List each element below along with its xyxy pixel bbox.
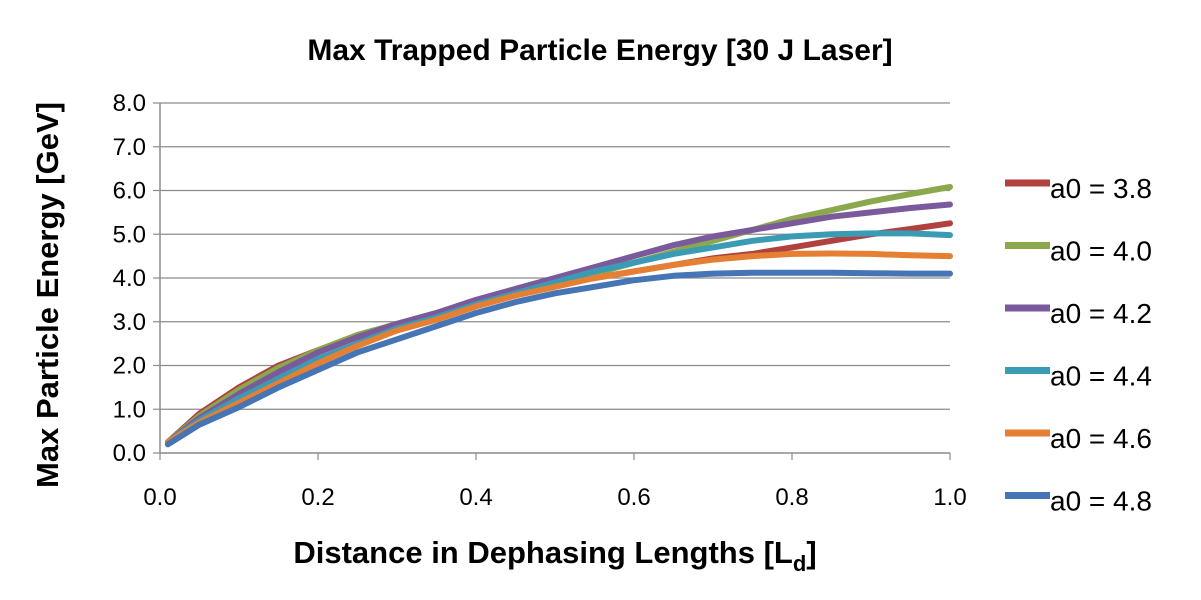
x-tick-label: 0.0 — [143, 484, 176, 511]
y-tick-label: 0.0 — [113, 440, 146, 467]
y-tick-label: 7.0 — [113, 134, 146, 161]
series-line — [164, 230, 953, 446]
y-tick-label: 4.0 — [113, 265, 146, 292]
legend: a0 = 3.8 a0 = 4.0 a0 = 4.2 a0 = 4.4 a0 = 4.6… — [1005, 173, 1152, 517]
series-line — [164, 269, 953, 448]
x-tick-label: 0.8 — [775, 484, 808, 511]
x-tick-label: 0.2 — [301, 484, 334, 511]
y-tick-label: 3.0 — [113, 309, 146, 336]
x-tick-labels: 0.0 0.2 0.4 0.6 0.8 1.0 — [143, 484, 966, 511]
legend-label: a0 = 4.6 — [1050, 423, 1152, 454]
legend-label: a0 = 3.8 — [1050, 173, 1152, 204]
y-axis-title: Max Particle Energy [GeV] — [30, 102, 65, 488]
x-axis-title-main: Distance in Dephasing Lengths [L — [293, 535, 793, 570]
y-tick-label: 1.0 — [113, 396, 146, 423]
y-tick-label: 5.0 — [113, 221, 146, 248]
y-tick-label: 2.0 — [113, 353, 146, 380]
axes — [159, 103, 951, 460]
x-tick-label: 0.6 — [617, 484, 650, 511]
legend-label: a0 = 4.2 — [1050, 298, 1152, 329]
series-line — [164, 184, 953, 446]
legend-label: a0 = 4.8 — [1050, 486, 1152, 517]
legend-label: a0 = 4.0 — [1050, 236, 1152, 267]
x-axis-title-subscript: d — [793, 551, 806, 576]
x-axis-title-end: ] — [806, 535, 816, 570]
chart-title: Max Trapped Particle Energy [30 J Laser] — [307, 34, 892, 67]
series-line — [164, 250, 953, 446]
y-tick-label: 6.0 — [113, 178, 146, 205]
x-tick-label: 0.4 — [459, 484, 492, 511]
y-tick-labels: 0.0 1.0 2.0 3.0 4.0 5.0 6.0 7.0 8.0 — [113, 90, 146, 467]
series-line — [164, 201, 953, 446]
series-lines — [164, 184, 953, 448]
y-tick-label: 8.0 — [113, 90, 146, 117]
x-axis-title: Distance in Dephasing Lengths [Ld] — [293, 535, 816, 576]
x-tick-label: 1.0 — [933, 484, 966, 511]
legend-label: a0 = 4.4 — [1050, 361, 1152, 392]
